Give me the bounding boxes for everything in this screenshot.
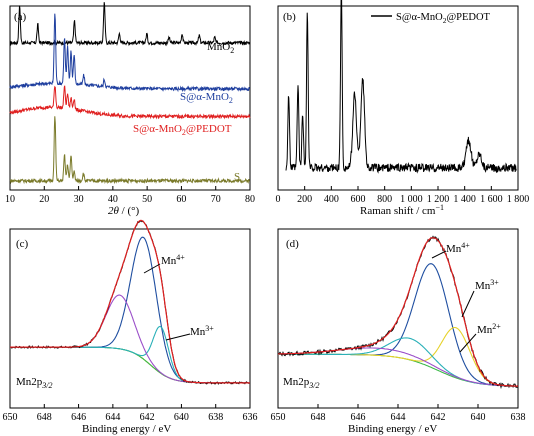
- xps-xtick-label: 642: [140, 412, 155, 423]
- b-xtick-label: 800: [377, 194, 392, 205]
- series-s-mno2-pedot: [9, 85, 251, 120]
- b-xtick-label: 600: [351, 194, 366, 205]
- label-s-mno2-pedot: S@α-MnO2@PEDOT: [133, 123, 232, 137]
- panel-a-frame: [9, 5, 251, 191]
- label-mno2: MnO2: [207, 41, 234, 55]
- label-s-mno2: S@α-MnO2: [180, 91, 233, 105]
- a-xtick-label: 30: [74, 194, 84, 205]
- a-xtick-label: 50: [142, 194, 152, 205]
- b-xtick-label: 1 800: [507, 194, 530, 205]
- panel-b-frame: [277, 5, 519, 191]
- panel-c-xticks: 650 648 646 644 642 640 638 636: [3, 404, 258, 423]
- a-xtick-label: 20: [39, 194, 49, 205]
- label-s: S: [234, 171, 240, 183]
- panel-c-label: (c): [16, 238, 29, 250]
- component-mn2plus: [278, 337, 518, 387]
- d-mn4-leader: [431, 250, 447, 259]
- component-satellite: [10, 294, 250, 384]
- panel-b-xlabel: Raman shift / cm−1: [360, 203, 444, 217]
- b-xtick-label: 400: [324, 194, 339, 205]
- panel-a-xlabel: 2θ / (°): [108, 205, 140, 217]
- b-xtick-label: 200: [297, 194, 312, 205]
- d-mn2p-label: Mn2p3/2: [283, 376, 320, 390]
- panel-c-frame: [9, 228, 251, 409]
- raw-spectrum: [9, 220, 251, 385]
- legend-b-text: S@α-MnO2@PEDOT: [396, 12, 491, 25]
- panel-c-traces: [9, 219, 251, 385]
- panel-d-xlabel: Binding energy / eV: [348, 423, 437, 435]
- component-mn3plus: [10, 325, 250, 384]
- panel-b: (b) S@α-MnO2@PEDOT 0 200 400 600 800 1 000 1 2…: [276, 0, 530, 217]
- a-xtick-label: 80: [245, 194, 255, 205]
- component-mn3plus: [278, 326, 518, 387]
- c-mn4-label: Mn4+: [161, 253, 185, 267]
- panel-d-traces: [277, 235, 519, 390]
- fit-envelope: [10, 219, 250, 384]
- xps-xtick-label: 638: [511, 412, 526, 423]
- xps-xtick-label: 636: [243, 412, 258, 423]
- d-mn3-leader: [461, 290, 475, 318]
- b-xtick-label: 1 000: [400, 194, 423, 205]
- series-s: [9, 116, 251, 185]
- xps-xtick-label: 644: [105, 412, 120, 423]
- c-mn3-label: Mn3+: [190, 324, 214, 338]
- a-xtick-label: 40: [108, 194, 118, 205]
- xps-xtick-label: 646: [71, 412, 86, 423]
- a-xtick-label: 60: [176, 194, 186, 205]
- background-line: [10, 346, 250, 384]
- panel-b-xticks: 0 200 400 600 800 1 000 1 200 1 400 1 600 1 800: [276, 186, 530, 205]
- xps-xtick-label: 646: [351, 412, 366, 423]
- xps-xtick-label: 650: [271, 412, 286, 423]
- b-xtick-label: 1 600: [480, 194, 503, 205]
- xps-xtick-label: 642: [431, 412, 446, 423]
- panel-b-label: (b): [283, 11, 296, 23]
- xps-xtick-label: 644: [391, 412, 406, 423]
- panel-d: (d) 650 648 646 644 642 640 638 Mn4+ Mn3+ Mn2+…: [271, 228, 526, 435]
- panel-a-traces: [9, 2, 251, 185]
- b-xtick-label: 1 200: [427, 194, 450, 205]
- panel-d-xticks: 650 648 646 644 642 640 638: [271, 404, 526, 423]
- xps-xtick-label: 640: [471, 412, 486, 423]
- panel-c-xlabel: Binding energy / eV: [82, 423, 171, 435]
- panel-a: (a) 10 20 30 40 50 60 70 80 MnO2 S@α-MnO2 S@α-M…: [5, 2, 255, 217]
- panel-a-xticks: 10 20 30 40 50 60 70 80: [5, 186, 255, 205]
- c-mn2p-label: Mn2p3/2: [16, 376, 53, 390]
- a-xtick-label: 70: [211, 194, 221, 205]
- b-xtick-label: 0: [276, 194, 281, 205]
- series-s-mno2: [9, 13, 250, 93]
- panel-c: (c) 650 648 646 644 642 640 638 636 Mn4+ Mn3+ M…: [3, 219, 258, 435]
- panel-b-traces: [285, 0, 517, 174]
- d-mn2-leader: [459, 333, 477, 353]
- series-raman: [285, 0, 517, 174]
- xps-xtick-label: 648: [311, 412, 326, 423]
- a-xtick-label: 10: [5, 194, 15, 205]
- background-line: [10, 346, 250, 384]
- xps-xtick-label: 638: [208, 412, 223, 423]
- d-mn3-label: Mn3+: [475, 278, 499, 292]
- xps-xtick-label: 648: [37, 412, 52, 423]
- fit-envelope: [278, 237, 518, 387]
- xps-xtick-label: 650: [3, 412, 18, 423]
- c-mn4-leader: [143, 263, 161, 274]
- c-mn3-leader: [165, 333, 191, 341]
- panel-d-label: (d): [286, 238, 299, 250]
- series-mno2: [9, 2, 251, 47]
- b-xtick-label: 1 400: [453, 194, 476, 205]
- d-mn2-label: Mn2+: [477, 322, 501, 336]
- raw-spectrum: [277, 235, 519, 390]
- d-mn4-label: Mn4+: [446, 241, 470, 255]
- xps-xtick-label: 640: [174, 412, 189, 423]
